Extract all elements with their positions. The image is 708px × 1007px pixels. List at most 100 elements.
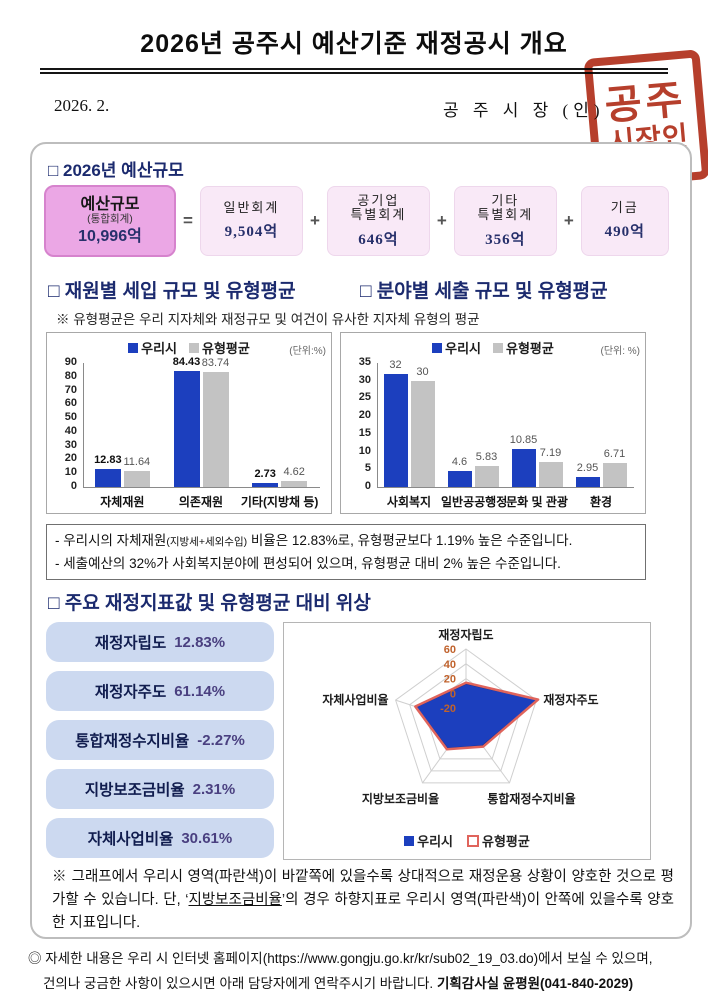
budget-total-value: 10,996억 (78, 228, 142, 245)
indicator-value: 12.83% (174, 633, 226, 651)
legend-swatch (493, 342, 504, 353)
y-tick-label: 20 (64, 452, 77, 465)
y-tick-label: 40 (64, 424, 77, 437)
bar-유형평균 (410, 380, 435, 487)
legend-swatch (189, 342, 200, 353)
legend-label: 유형평균 (506, 341, 554, 356)
y-tick-label: 30 (64, 438, 77, 451)
contact-person: 기획감사실 윤평원(041-840-2029) (436, 976, 634, 991)
bar-value-label: 30 (416, 365, 429, 378)
y-tick-label: 60 (64, 397, 77, 410)
bar-value-label: 7.19 (539, 446, 562, 459)
legend-label: 유형평균 (202, 341, 250, 356)
bar-유형평균 (602, 463, 627, 487)
budget-item-label: 공기업 특별회계 (350, 192, 407, 222)
legend-label: 우리시 (417, 834, 454, 849)
budget-total-box: 예산규모 (통합회계) 10,996억 (44, 185, 176, 257)
footer-line-2: 건의나 궁금한 사항이 있으시면 아래 담당자에게 연락주시기 바랍니다. 기획… (43, 976, 634, 991)
expense-bar-chart: 우리시 유형평균 (단위: %) 0 5 10 15 20 25 30 35 32 30 사회복지 4.6 5… (340, 332, 646, 514)
plot-area (83, 363, 320, 488)
legend-swatch (467, 834, 480, 847)
unit-label: (단위: %) (600, 346, 640, 357)
bar-유형평균 (474, 466, 499, 487)
budget-item-label: 일반회계 (223, 199, 280, 215)
indicator-value: -2.27% (197, 731, 245, 749)
y-tick-label: 35 (358, 356, 371, 368)
indicators-section-title: □ 주요 재정지표값 및 유형평균 대비 위상 (48, 593, 371, 614)
budget-item-value: 490억 (604, 224, 645, 241)
bar-value-label: 2.95 (576, 461, 599, 474)
indicator-label: 자체사업비율 (87, 831, 174, 848)
y-tick-label: 5 (364, 462, 371, 475)
bar-value-label: 4.62 (283, 465, 305, 478)
bar-value-label: 83.74 (201, 356, 230, 369)
bar-value-label: 11.64 (123, 455, 151, 468)
radar-tick-label: 60 (444, 644, 456, 656)
legend-item: 유형평균 (493, 338, 554, 357)
budget-equation-row: 예산규모 (통합회계) 10,996억 = 일반회계 9,504억 + 공기업 특별회계 646억… (44, 184, 682, 258)
contact-footer: ◎ 자세한 내용은 우리 시 인터넷 홈페이지(https://www.gong… (28, 946, 692, 996)
type-average-note: ※ 유형평균은 우리 지자체와 재정규모 및 여건이 유사한 지자체 유형의 평… (56, 312, 480, 327)
bar-value-label: 4.6 (451, 455, 468, 468)
y-tick-label: 0 (364, 480, 371, 492)
bar-우리시 (94, 469, 121, 487)
radar-axis-label: 재정자주도 (543, 692, 598, 707)
legend-label: 유형평균 (482, 834, 530, 849)
y-tick-label: 10 (358, 444, 371, 457)
indicator-value: 30.61% (181, 829, 233, 847)
y-tick-label: 10 (64, 466, 77, 479)
legend-item: 유형평균 (467, 831, 530, 850)
downward-indicator-term: 지방보조금비율 (188, 892, 282, 908)
radar-interpretation-note: ※ 그래프에서 우리시 영역(파란색)이 바깥쪽에 있을수록 상대적으로 재정운… (52, 869, 674, 931)
radar-axis-label: 자체사업비율 (322, 692, 388, 707)
finding-line-1: - 우리시의 자체재원(지방세+세외수입) 비율은 12.83%로, 유형평균보… (55, 533, 573, 548)
legend-item: 우리시 (432, 338, 481, 357)
bar-유형평균 (202, 371, 229, 487)
radar-tick-label: 40 (444, 659, 456, 671)
y-tick-label: 80 (64, 369, 77, 382)
footer-line-1: ◎ 자세한 내용은 우리 시 인터넷 홈페이지(https://www.gong… (28, 951, 653, 966)
bar-value-label: 10.85 (509, 433, 538, 446)
radar-grid-ring (395, 648, 537, 784)
radar-axis-label: 통합재정수지비율 (487, 791, 575, 806)
page-title: 2026년 공주시 예산기준 재정공시 개요 (140, 30, 568, 58)
plus-sign: + (309, 211, 320, 230)
legend-item: 우리시 (404, 831, 453, 850)
finding-line-2: - 세출예산의 32%가 사회복지분야에 편성되어 있으며, 유형평균 대비 2… (55, 556, 561, 571)
indicator-label: 지방보조금비율 (84, 782, 185, 799)
legend-item: 유형평균 (189, 338, 250, 357)
mayor-signature-line: 공 주 시 장 (인) (443, 101, 605, 120)
report-body: □ 2026년 예산규모 예산규모 (통합회계) 10,996억 = 일반회계 9,504… (30, 142, 692, 939)
y-tick-label: 70 (64, 383, 77, 396)
bar-우리시 (383, 373, 408, 487)
indicators-row: 재정자립도 12.83% 재정자주도 61.14% 통합재정수지비율 -2.27% 지방보조… (46, 622, 651, 860)
radar-tick-label: 0 (450, 688, 456, 700)
category-label: 사회복지 (386, 495, 432, 509)
expense-section-title: □ 분야별 세출 규모 및 유형평균 (360, 281, 608, 302)
y-tick-label: 25 (358, 391, 371, 404)
equals-sign: = (183, 211, 193, 230)
bar-유형평균 (281, 480, 308, 487)
y-tick-label: 20 (358, 409, 371, 422)
category-label: 자체재원 (100, 495, 145, 509)
plot-area (377, 363, 634, 488)
budget-item-value: 646억 (358, 231, 399, 248)
budget-item-label: 기타 특별회계 (477, 192, 534, 222)
budget-item-value: 9,504억 (224, 224, 279, 241)
bar-value-label: 12.83 (94, 454, 122, 467)
budget-item-box: 일반회계 9,504억 (199, 186, 303, 256)
legend-swatch (128, 342, 139, 353)
chart-legend: 우리시 유형평균 (371, 338, 615, 357)
budget-total-sublabel: (통합회계) (87, 213, 133, 225)
indicator-label: 통합재정수지비율 (75, 733, 190, 750)
category-label: 문화 및 관광 (506, 495, 568, 509)
indicator-label: 재정자립도 (94, 635, 167, 652)
y-tick-label: 30 (358, 373, 371, 386)
title-divider (40, 68, 668, 74)
y-tick-label: 0 (70, 480, 77, 492)
legend-label: 우리시 (445, 341, 482, 356)
y-tick-label: 15 (358, 426, 371, 439)
revenue-bar-chart: 우리시 유형평균 (단위:%) 0 10 20 30 40 50 60 70 80 90 12.83 11.… (46, 332, 332, 514)
bar-우리시 (447, 470, 472, 487)
indicator-pill: 지방보조금비율 2.31% (46, 769, 274, 809)
